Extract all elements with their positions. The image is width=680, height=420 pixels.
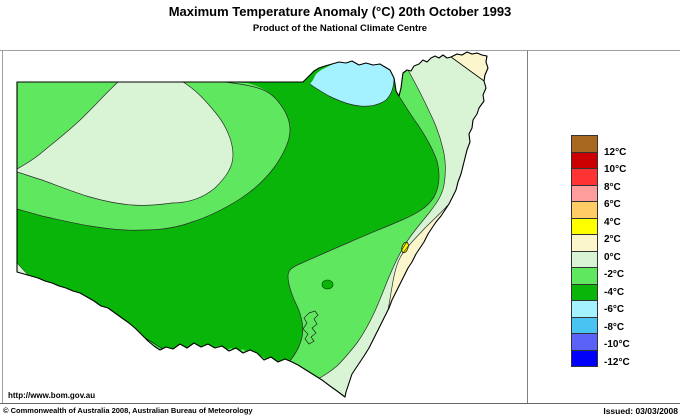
legend-label: -2°C [604,269,625,281]
legend-swatch [571,250,598,268]
footer-url-link[interactable]: http://www.bom.gov.au [8,391,96,400]
footer-issued-date: Issued: 03/03/2008 [603,406,678,416]
legend-swatch [571,316,598,334]
legend-label: -4°C [604,286,625,298]
legend-swatch [571,201,598,219]
legend-label: 2°C [604,234,621,246]
legend-labels: 12°C 10°C 8°C 6°C 4°C 2°C 0°C -2°C -4°C -6°C -8°C -… [604,135,654,380]
page-subtitle: Product of the National Climate Centre [252,23,428,34]
state-border-outline [16,51,489,398]
legend-label: 12°C [604,146,627,158]
legend-swatch [571,151,598,169]
contour-dot-dark-green [321,279,334,290]
legend-swatch [571,300,598,318]
legend-label: -12°C [604,356,630,368]
legend-swatch [571,267,598,285]
legend-swatch [571,184,598,202]
legend-swatch [571,283,598,301]
legend-swatch [571,217,598,235]
legend-label: -6°C [604,304,625,316]
legend-label: 6°C [604,199,621,211]
legend-label: 10°C [604,164,627,176]
page-title: Maximum Temperature Anomaly (°C) 20th Oc… [168,4,512,19]
footer-copyright: © Commonwealth of Australia 2008, Austra… [3,406,253,415]
legend-swatch [571,349,598,367]
legend-swatch [571,168,598,186]
legend-swatch [571,135,598,153]
contour-region-cyan-cold-spot [310,61,394,107]
contour-region-nw-pale-green [17,82,233,206]
act-border-outline [302,310,319,345]
legend-swatch [571,234,598,252]
legend-label: 0°C [604,251,621,263]
contour-region-coastal-pale-green [318,52,488,397]
contour-region-dark-green [17,61,439,368]
legend-label: 4°C [604,216,621,228]
legend-label: 8°C [604,181,621,193]
legend-swatch [571,333,598,351]
legend-label: -8°C [604,321,625,333]
legend-label: -10°C [604,339,630,351]
legend-swatches [571,135,598,367]
